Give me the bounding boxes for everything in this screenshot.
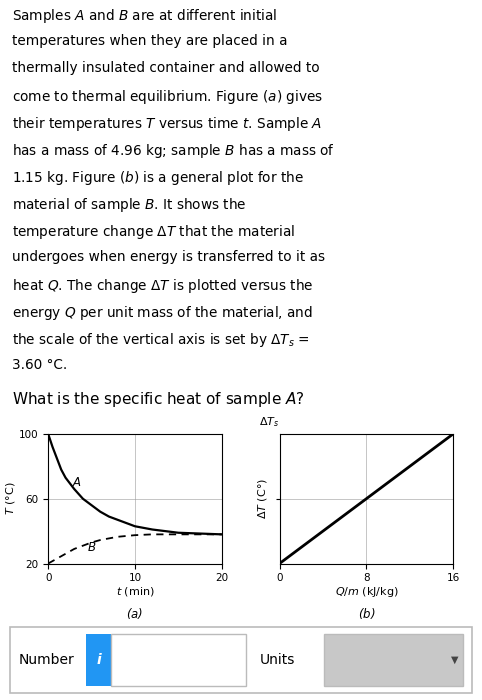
FancyBboxPatch shape [111,634,246,686]
Text: the scale of the vertical axis is set by Δ$T_s$ =: the scale of the vertical axis is set by… [12,331,310,349]
Text: i: i [96,652,101,666]
Y-axis label: Δ$T$ (C°): Δ$T$ (C°) [256,478,269,519]
Text: energy $Q$ per unit mass of the material, and: energy $Q$ per unit mass of the material… [12,304,313,323]
Text: Δ$T_s$: Δ$T_s$ [259,415,279,429]
Text: Number: Number [19,652,75,666]
FancyBboxPatch shape [86,634,111,686]
Text: ▼: ▼ [451,654,458,665]
Text: their temperatures $T$ versus time $t$. Sample $A$: their temperatures $T$ versus time $t$. … [12,115,322,133]
Text: thermally insulated container and allowed to: thermally insulated container and allowe… [12,61,320,75]
Text: Units: Units [259,652,295,666]
Text: temperatures when they are placed in a: temperatures when they are placed in a [12,34,288,48]
Text: come to thermal equilibrium. Figure ($a$) gives: come to thermal equilibrium. Figure ($a$… [12,88,323,106]
Text: undergoes when energy is transferred to it as: undergoes when energy is transferred to … [12,251,325,265]
Text: $B$: $B$ [87,540,96,554]
X-axis label: $t$ (min): $t$ (min) [116,584,154,598]
X-axis label: $Q/m$ (kJ/kg): $Q/m$ (kJ/kg) [335,584,398,598]
FancyBboxPatch shape [10,626,472,693]
Text: temperature change Δ$T$ that the material: temperature change Δ$T$ that the materia… [12,223,295,242]
Text: 1.15 kg. Figure ($b$) is a general plot for the: 1.15 kg. Figure ($b$) is a general plot … [12,169,304,187]
Text: 3.60 °C.: 3.60 °C. [12,358,67,372]
Text: ($b$): ($b$) [358,606,375,621]
Y-axis label: $T$ (°C): $T$ (°C) [4,482,17,515]
Text: material of sample $B$. It shows the: material of sample $B$. It shows the [12,196,247,214]
Text: What is the specific heat of sample $A$?: What is the specific heat of sample $A$? [12,390,305,409]
FancyBboxPatch shape [324,634,463,686]
Text: has a mass of 4.96 kg; sample $B$ has a mass of: has a mass of 4.96 kg; sample $B$ has a … [12,142,335,160]
Text: heat $Q$. The change Δ$T$ is plotted versus the: heat $Q$. The change Δ$T$ is plotted ver… [12,277,313,295]
Text: $A$: $A$ [72,476,82,489]
Text: ($a$): ($a$) [126,606,144,621]
Text: Samples $A$ and $B$ are at different initial: Samples $A$ and $B$ are at different ini… [12,7,278,25]
